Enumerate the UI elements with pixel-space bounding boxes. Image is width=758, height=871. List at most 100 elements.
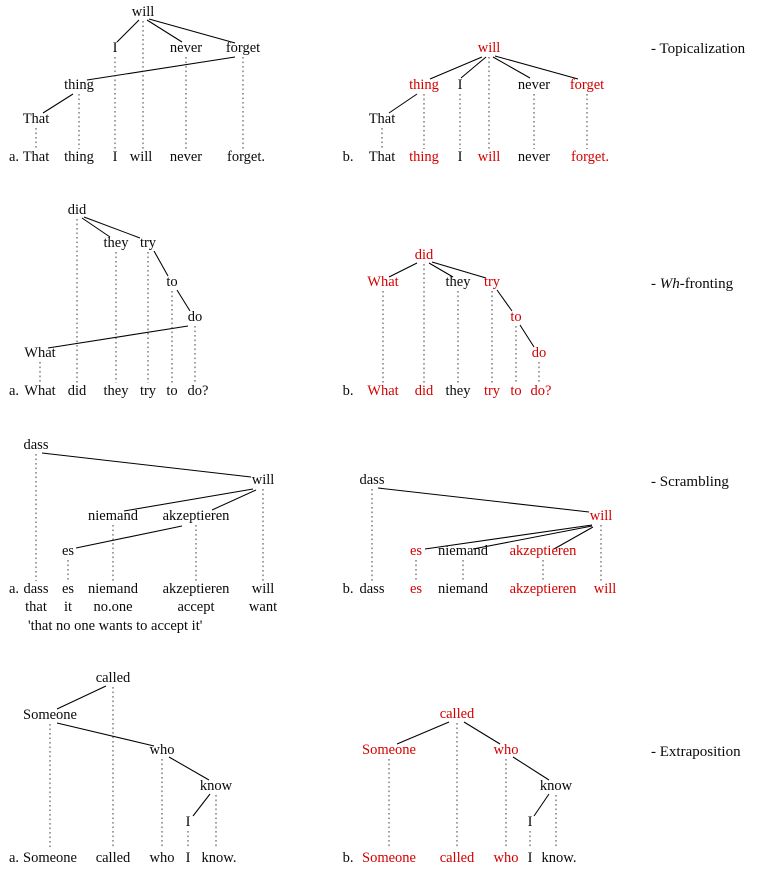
dependency-edge (56, 722, 155, 747)
sentence-word: who (494, 850, 519, 866)
tree-node-word: es (410, 543, 422, 559)
sentence-word: know. (202, 850, 237, 866)
sentence-word: will (130, 149, 153, 165)
tree-node-word: called (440, 706, 475, 722)
dependency-edge (47, 325, 189, 349)
gloss-word: no.one (93, 599, 132, 615)
section-label-wh-fronting: - Wh-fronting (651, 276, 734, 292)
section-label-part: Extraposition (660, 744, 741, 760)
sentence-word: try (140, 383, 157, 399)
dependency-edge (496, 289, 513, 312)
section-label-topicalization: - Topicalization (651, 41, 746, 57)
dependency-edge (192, 793, 211, 817)
dependency-edge (424, 524, 593, 550)
tree-node-word: they (104, 235, 130, 251)
tree-node-word: niemand (438, 543, 489, 559)
sentence-word: I (113, 149, 118, 165)
dependency-edge (429, 56, 483, 80)
tree-node-word: What (367, 274, 398, 290)
sentence-word: called (96, 850, 131, 866)
tree-node-word: akzeptieren (510, 543, 578, 559)
section-label-part: Scrambling (660, 474, 730, 490)
section-extraposition: called Someone who know I a. Someone cal… (9, 670, 741, 866)
dependency-edge (519, 324, 535, 348)
item-letter: b. (343, 850, 354, 866)
item-letter: a. (9, 149, 19, 165)
dependency-edge (388, 93, 418, 114)
tree-node-word: dass (24, 437, 49, 453)
dependency-edge (428, 262, 454, 278)
sentence-word: who (150, 850, 175, 866)
tree-node-word: I (186, 814, 191, 830)
section-topicalization: will I never forget thing That a. That t… (9, 4, 746, 165)
sentence-word: akzeptieren (510, 581, 578, 597)
dependency-edge (176, 289, 191, 312)
sentence-word: Someone (23, 850, 77, 866)
tree-node-word: will (132, 4, 155, 20)
sentence-word: What (24, 383, 55, 399)
tree-node-word: never (518, 77, 550, 93)
sentence-word: did (415, 383, 434, 399)
tree-node-word: I (113, 40, 118, 56)
sentence-word: dass (24, 581, 49, 597)
section-label-part: - (651, 41, 659, 57)
translation-text: 'that no one wants to accept it' (28, 618, 202, 634)
tree-node-word: That (369, 111, 396, 127)
section-label-part: Wh (660, 276, 680, 292)
dependency-edge (388, 262, 418, 278)
tree-a-scrambling: dass will niemand akzeptieren es a. dass… (9, 437, 277, 634)
section-label-scrambling: - Scrambling (651, 474, 729, 490)
sentence-word: called (440, 850, 475, 866)
dependency-edge (377, 487, 590, 513)
tree-node-word: to (166, 274, 177, 290)
dependency-edge (56, 685, 107, 710)
sentence-word: try (484, 383, 501, 399)
tree-a-extraposition: called Someone who know I a. Someone cal… (9, 670, 236, 866)
dependency-edge (553, 526, 594, 550)
dependency-edge (463, 721, 501, 745)
gloss-word: want (249, 599, 277, 615)
tree-node-word: forget (570, 77, 604, 93)
tree-node-word: did (415, 247, 434, 263)
tree-b-scrambling: dass will es niemand akzeptieren b. dass… (343, 472, 617, 597)
sentence-word: dass (360, 581, 385, 597)
tree-a-wh-fronting: did they try to do What a. What did they… (9, 202, 209, 399)
item-letter: a. (9, 383, 19, 399)
tree-node-word: know (540, 778, 573, 794)
sentence-word: Someone (362, 850, 416, 866)
tree-b-extraposition: called Someone who know I b. Someone cal… (343, 706, 577, 866)
tree-node-word: dass (360, 472, 385, 488)
section-label-part: - (651, 276, 660, 292)
sentence-word: to (166, 383, 177, 399)
tree-node-word: niemand (88, 508, 139, 524)
item-letter: b. (343, 149, 354, 165)
section-label-part: -fronting (680, 276, 734, 292)
dependency-edge (86, 56, 236, 81)
sentence-word: That (23, 149, 50, 165)
gloss-word: that (25, 599, 47, 615)
dependency-edge (492, 56, 531, 79)
tree-a-topicalization: will I never forget thing That a. That t… (9, 4, 265, 165)
sentence-word: I (528, 850, 533, 866)
tree-node-word: will (590, 508, 613, 524)
sentence-word: niemand (88, 581, 139, 597)
tree-node-word: thing (409, 77, 439, 93)
sentence-word: thing (64, 149, 94, 165)
tree-node-word: called (96, 670, 131, 686)
tree-node-word: they (446, 274, 472, 290)
tree-b-topicalization: will thing I never forget That b. That t… (343, 40, 609, 165)
tree-b-wh-fronting: did What they try to do b. What did they… (343, 247, 552, 399)
gloss-word: accept (177, 599, 214, 615)
dependency-edge (168, 756, 210, 781)
dependency-edge (460, 56, 487, 79)
tree-node-word: thing (64, 77, 94, 93)
dependency-edge (123, 488, 254, 512)
dependency-edge (512, 756, 550, 781)
section-label-part: - (651, 474, 660, 490)
tree-node-word: That (23, 111, 50, 127)
sentence-word: will (252, 581, 275, 597)
tree-node-word: do (188, 309, 203, 325)
tree-node-word: try (484, 274, 501, 290)
